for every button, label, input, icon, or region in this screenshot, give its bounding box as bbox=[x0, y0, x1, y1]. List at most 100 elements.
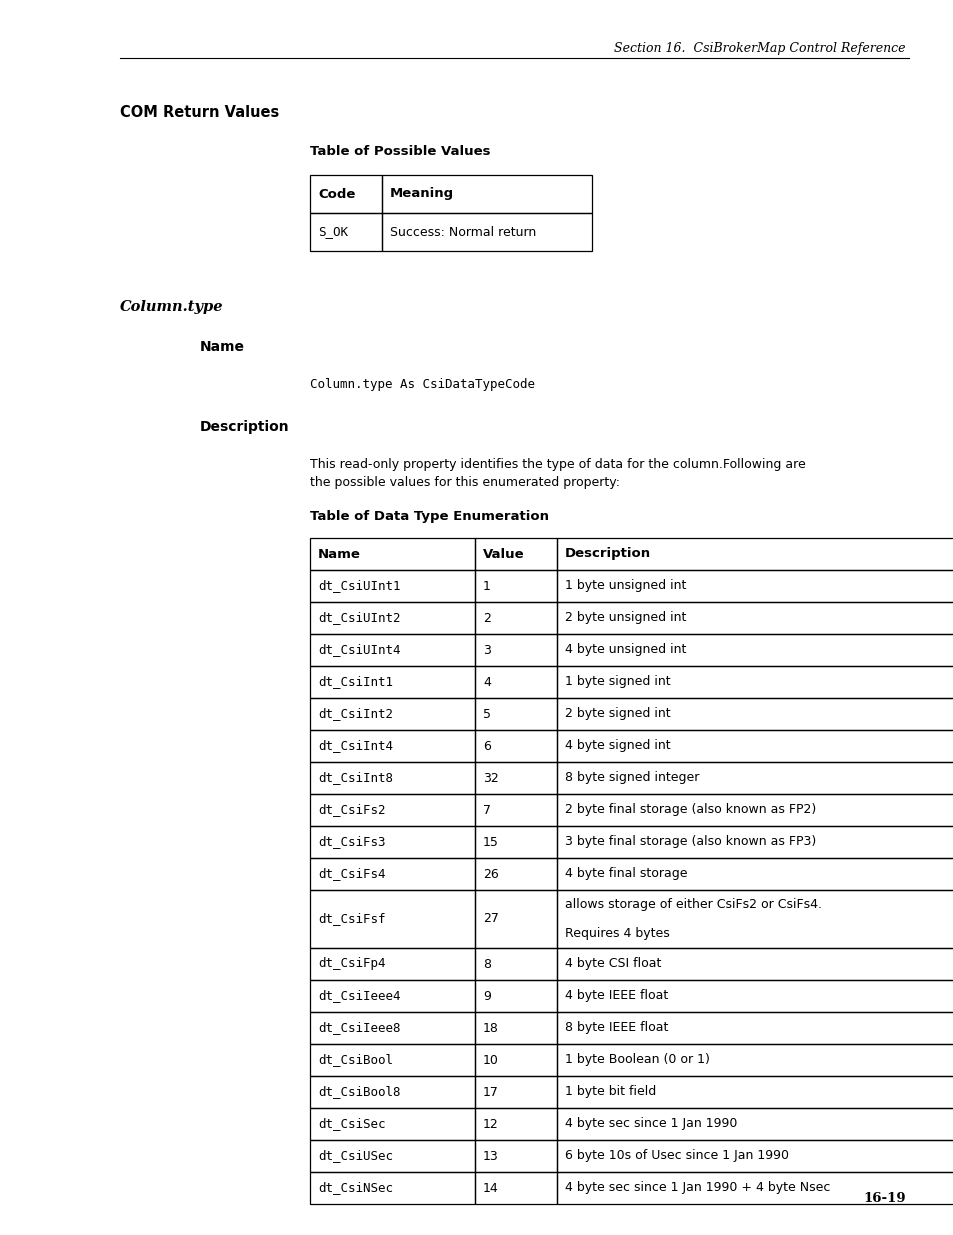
Text: Table of Data Type Enumeration: Table of Data Type Enumeration bbox=[310, 510, 548, 522]
Bar bbox=[557, 1011, 953, 1044]
Bar bbox=[310, 634, 475, 666]
Text: dt_CsiIeee4: dt_CsiIeee4 bbox=[317, 989, 400, 1003]
Text: Meaning: Meaning bbox=[390, 188, 454, 200]
Bar bbox=[310, 1140, 475, 1172]
Text: 2 byte final storage (also known as FP2): 2 byte final storage (also known as FP2) bbox=[564, 804, 816, 816]
Text: S_OK: S_OK bbox=[317, 226, 348, 238]
Text: Description: Description bbox=[200, 420, 290, 433]
Text: dt_CsiUInt1: dt_CsiUInt1 bbox=[317, 579, 400, 593]
Text: dt_CsiInt1: dt_CsiInt1 bbox=[317, 676, 393, 688]
Text: dt_CsiSec: dt_CsiSec bbox=[317, 1118, 385, 1130]
Bar bbox=[310, 538, 475, 571]
Text: Name: Name bbox=[317, 547, 360, 561]
Bar bbox=[475, 1044, 557, 1076]
Text: dt_CsiBool8: dt_CsiBool8 bbox=[317, 1086, 400, 1098]
Text: 13: 13 bbox=[482, 1150, 498, 1162]
Bar bbox=[310, 175, 381, 212]
Text: Section 16.  CsiBrokerMap Control Reference: Section 16. CsiBrokerMap Control Referen… bbox=[614, 42, 905, 56]
Text: dt_CsiInt2: dt_CsiInt2 bbox=[317, 708, 393, 720]
Text: the possible values for this enumerated property:: the possible values for this enumerated … bbox=[310, 475, 619, 489]
Text: 5: 5 bbox=[482, 708, 491, 720]
Text: dt_CsiBool: dt_CsiBool bbox=[317, 1053, 393, 1067]
Text: 1 byte unsigned int: 1 byte unsigned int bbox=[564, 579, 685, 593]
Text: 27: 27 bbox=[482, 913, 498, 925]
Bar bbox=[557, 826, 953, 858]
Text: dt_CsiUInt4: dt_CsiUInt4 bbox=[317, 643, 400, 657]
Text: Column.type As CsiDataTypeCode: Column.type As CsiDataTypeCode bbox=[310, 378, 535, 391]
Text: 9: 9 bbox=[482, 989, 491, 1003]
Text: 4 byte signed int: 4 byte signed int bbox=[564, 740, 670, 752]
Bar bbox=[475, 826, 557, 858]
Text: Success: Normal return: Success: Normal return bbox=[390, 226, 536, 238]
Text: 8 byte IEEE float: 8 byte IEEE float bbox=[564, 1021, 668, 1035]
Bar bbox=[557, 794, 953, 826]
Text: 4 byte unsigned int: 4 byte unsigned int bbox=[564, 643, 685, 657]
Bar bbox=[557, 948, 953, 981]
Text: 14: 14 bbox=[482, 1182, 498, 1194]
Text: 10: 10 bbox=[482, 1053, 498, 1067]
Text: Requires 4 bytes: Requires 4 bytes bbox=[564, 927, 669, 940]
Text: Table of Possible Values: Table of Possible Values bbox=[310, 144, 490, 158]
Text: 4 byte IEEE float: 4 byte IEEE float bbox=[564, 989, 667, 1003]
Bar bbox=[381, 175, 592, 212]
Text: 4 byte sec since 1 Jan 1990: 4 byte sec since 1 Jan 1990 bbox=[564, 1118, 737, 1130]
Text: 1 byte bit field: 1 byte bit field bbox=[564, 1086, 656, 1098]
Bar bbox=[557, 601, 953, 634]
Text: 6 byte 10s of Usec since 1 Jan 1990: 6 byte 10s of Usec since 1 Jan 1990 bbox=[564, 1150, 788, 1162]
Bar bbox=[475, 538, 557, 571]
Text: 2: 2 bbox=[482, 611, 491, 625]
Bar bbox=[310, 1108, 475, 1140]
Bar bbox=[475, 794, 557, 826]
Bar bbox=[310, 730, 475, 762]
Text: 1 byte Boolean (0 or 1): 1 byte Boolean (0 or 1) bbox=[564, 1053, 709, 1067]
Bar bbox=[475, 730, 557, 762]
Bar bbox=[381, 212, 592, 251]
Bar bbox=[557, 1172, 953, 1204]
Text: 1: 1 bbox=[482, 579, 491, 593]
Bar bbox=[310, 981, 475, 1011]
Text: 3 byte final storage (also known as FP3): 3 byte final storage (also known as FP3) bbox=[564, 836, 816, 848]
Text: 16-19: 16-19 bbox=[862, 1192, 905, 1205]
Bar bbox=[475, 1108, 557, 1140]
Bar bbox=[475, 948, 557, 981]
Text: dt_CsiInt8: dt_CsiInt8 bbox=[317, 772, 393, 784]
Bar bbox=[310, 212, 381, 251]
Bar bbox=[310, 858, 475, 890]
Text: dt_CsiUSec: dt_CsiUSec bbox=[317, 1150, 393, 1162]
Text: dt_CsiFp4: dt_CsiFp4 bbox=[317, 957, 385, 971]
Text: dt_CsiUInt2: dt_CsiUInt2 bbox=[317, 611, 400, 625]
Bar bbox=[557, 538, 953, 571]
Bar bbox=[475, 1140, 557, 1172]
Bar bbox=[310, 948, 475, 981]
Text: dt_CsiNSec: dt_CsiNSec bbox=[317, 1182, 393, 1194]
Text: 8: 8 bbox=[482, 957, 491, 971]
Text: This read-only property identifies the type of data for the column.Following are: This read-only property identifies the t… bbox=[310, 458, 805, 471]
Text: dt_CsiFs3: dt_CsiFs3 bbox=[317, 836, 385, 848]
Bar bbox=[310, 1044, 475, 1076]
Text: Name: Name bbox=[200, 340, 245, 354]
Text: 7: 7 bbox=[482, 804, 491, 816]
Bar bbox=[475, 634, 557, 666]
Bar bbox=[557, 1140, 953, 1172]
Text: Column.type: Column.type bbox=[120, 300, 223, 314]
Bar bbox=[475, 666, 557, 698]
Text: 4 byte sec since 1 Jan 1990 + 4 byte Nsec: 4 byte sec since 1 Jan 1990 + 4 byte Nse… bbox=[564, 1182, 829, 1194]
Text: 17: 17 bbox=[482, 1086, 498, 1098]
Text: 18: 18 bbox=[482, 1021, 498, 1035]
Bar bbox=[310, 698, 475, 730]
Bar bbox=[310, 1011, 475, 1044]
Bar bbox=[557, 858, 953, 890]
Text: 32: 32 bbox=[482, 772, 498, 784]
Bar bbox=[475, 698, 557, 730]
Bar bbox=[310, 794, 475, 826]
Bar bbox=[475, 601, 557, 634]
Text: dt_CsiIeee8: dt_CsiIeee8 bbox=[317, 1021, 400, 1035]
Bar bbox=[557, 890, 953, 948]
Bar bbox=[310, 890, 475, 948]
Text: COM Return Values: COM Return Values bbox=[120, 105, 279, 120]
Bar bbox=[475, 571, 557, 601]
Bar bbox=[557, 1108, 953, 1140]
Text: 15: 15 bbox=[482, 836, 498, 848]
Text: 8 byte signed integer: 8 byte signed integer bbox=[564, 772, 699, 784]
Bar bbox=[475, 890, 557, 948]
